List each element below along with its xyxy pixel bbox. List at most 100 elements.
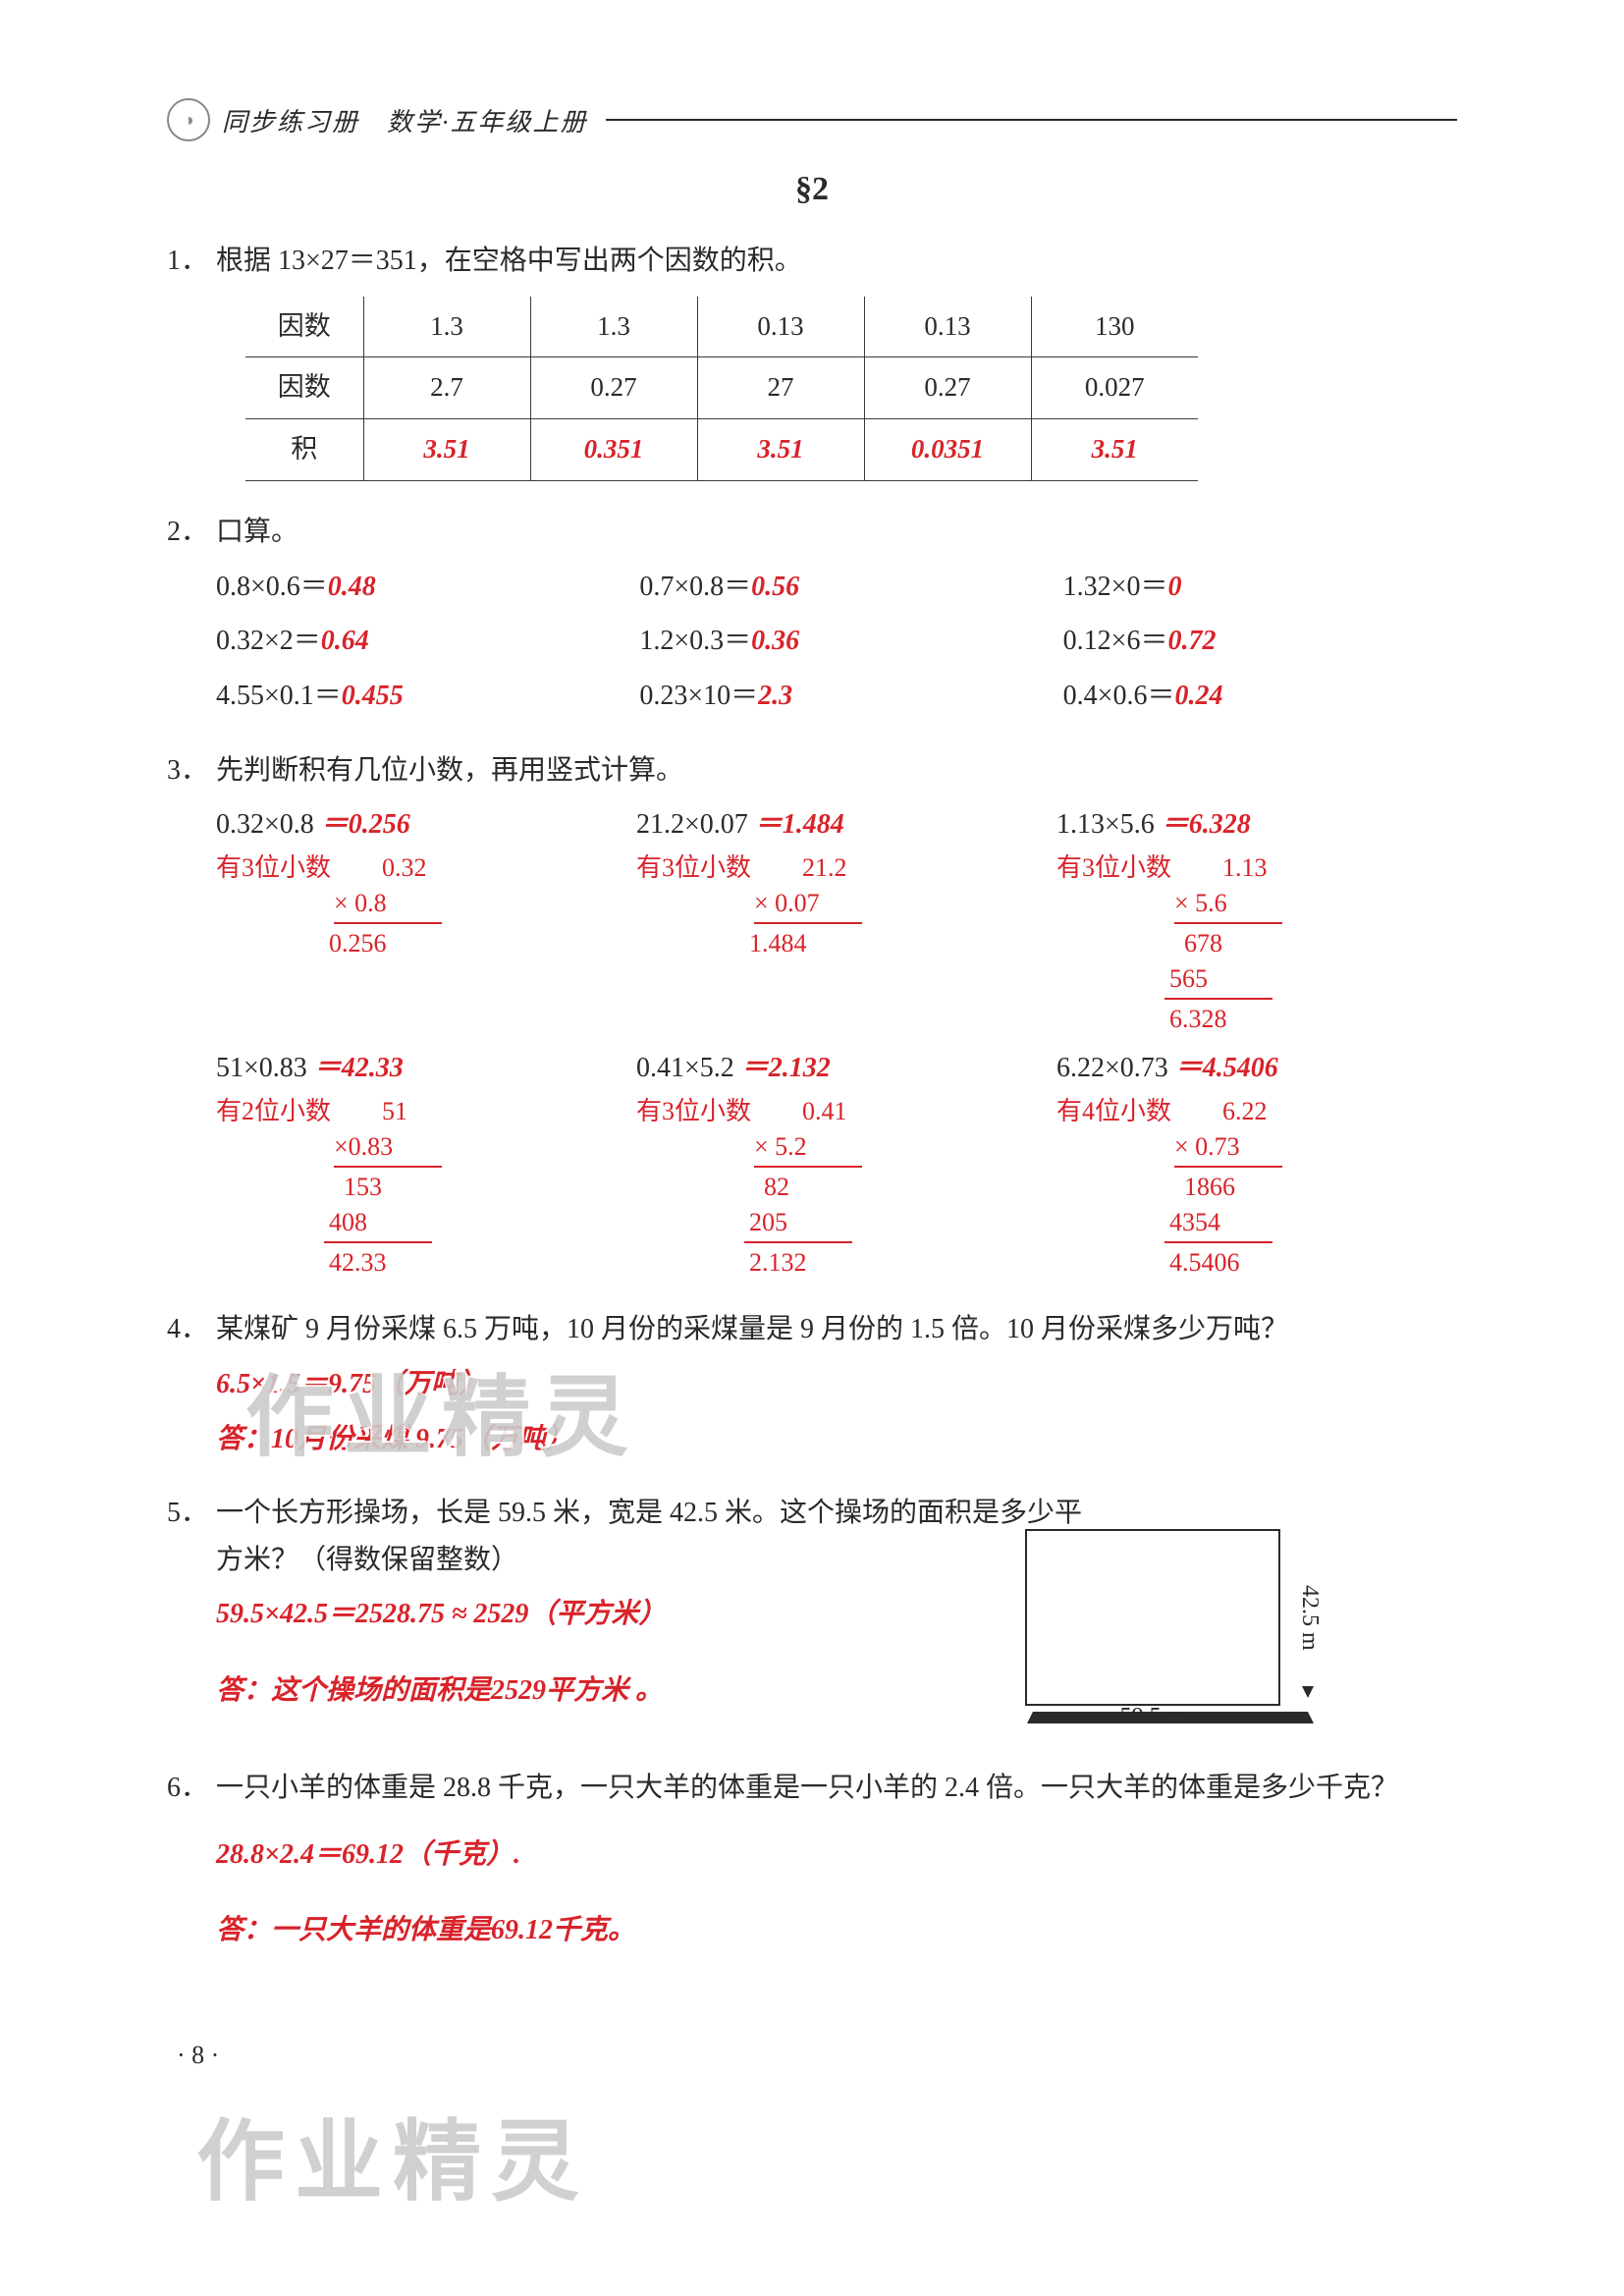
expression: 21.2×0.07 bbox=[636, 809, 748, 840]
vertical-calc-cell: 0.41×5.2 ＝2.132有3位小数 0.41× 5.2822052.132 bbox=[636, 1045, 1037, 1279]
decimal-places-note: 有3位小数 0.32 bbox=[216, 852, 617, 885]
answer-cell: 0.0351 bbox=[864, 419, 1031, 481]
calc-item: 0.23×10＝2.3 bbox=[639, 673, 1033, 720]
watermark-text: 作业精灵 bbox=[196, 2090, 589, 2217]
result-line: 4.5406 bbox=[1056, 1247, 1457, 1280]
answer-value: ＝0.256 bbox=[321, 809, 410, 840]
answer-value: 0.455 bbox=[342, 681, 404, 711]
expression: 0.32×0.8 bbox=[216, 809, 314, 840]
calc-rule bbox=[1174, 922, 1282, 924]
multiplicand-line: × 0.8 bbox=[216, 888, 617, 920]
multiplicand-line: ×0.83 bbox=[216, 1131, 617, 1164]
section-heading: §2 bbox=[167, 171, 1457, 208]
table-row: 因数 2.7 0.27 27 0.27 0.027 bbox=[245, 357, 1198, 419]
result-line: 0.256 bbox=[216, 928, 617, 960]
decimal-places-note: 有3位小数 1.13 bbox=[1056, 852, 1457, 885]
work-line: 6.5×1.5＝9.75（万吨） bbox=[216, 1361, 1457, 1408]
decimal-places-note: 有2位小数 51 bbox=[216, 1096, 617, 1128]
rect-width-label: 59.5 m bbox=[1027, 1697, 1278, 1737]
row-label: 因数 bbox=[245, 297, 363, 357]
row-label: 积 bbox=[245, 419, 363, 481]
problem-number: 4． bbox=[167, 1306, 216, 1353]
expression: 0.4×0.6＝ bbox=[1063, 681, 1175, 711]
row-label: 因数 bbox=[245, 357, 363, 419]
calc-rule bbox=[754, 1166, 862, 1168]
cell: 1.3 bbox=[530, 297, 697, 357]
vertical-calc-grid: 0.32×0.8 ＝0.256 有3位小数 0.32× 0.8 0.256 21.2×… bbox=[216, 801, 1457, 1279]
cell: 0.027 bbox=[1031, 357, 1198, 419]
result-line: 6.328 bbox=[1056, 1004, 1457, 1036]
calc-rule bbox=[1174, 1166, 1282, 1168]
calc-item: 1.32×0＝0 bbox=[1063, 564, 1457, 611]
vertical-calc-cell: 6.22×0.73 ＝4.5406有4位小数 6.22× 0.731866435… bbox=[1056, 1045, 1457, 1279]
problem-text: 某煤矿 9 月份采煤 6.5 万吨，10 月份的采煤量是 9 月份的 1.5 倍… bbox=[216, 1306, 1457, 1353]
problem-number: 3． bbox=[167, 747, 216, 794]
answer-value: ＝1.484 bbox=[755, 809, 844, 840]
answer-value: 0.72 bbox=[1167, 626, 1216, 656]
calc-item: 0.4×0.6＝0.24 bbox=[1063, 673, 1457, 720]
cell: 1.3 bbox=[363, 297, 530, 357]
page-header: ◑ 同步练习册 数学·五年级上册 bbox=[167, 98, 1457, 141]
partial-product: 565 bbox=[1056, 963, 1457, 996]
problem-text: 先判断积有几位小数，再用竖式计算。 bbox=[216, 747, 1457, 794]
result-line: 1.484 bbox=[636, 928, 1037, 960]
answer-value: 2.3 bbox=[758, 681, 792, 711]
problem-4: 4． 某煤矿 9 月份采煤 6.5 万吨，10 月份的采煤量是 9 月份的 1.… bbox=[167, 1306, 1457, 1462]
calc-item: 4.55×0.1＝0.455 bbox=[216, 673, 610, 720]
calc-item: 0.32×2＝0.64 bbox=[216, 618, 610, 665]
answer-value: 0.48 bbox=[328, 572, 376, 602]
vertical-calc-cell: 0.32×0.8 ＝0.256 有3位小数 0.32× 0.8 0.256 bbox=[216, 801, 617, 1035]
expression: 0.7×0.8＝ bbox=[639, 572, 751, 602]
expression: 1.2×0.3＝ bbox=[639, 626, 751, 656]
calc-rule bbox=[324, 1241, 432, 1243]
answer-line: 答：10月份采煤 9.75（万吨） bbox=[216, 1416, 1457, 1463]
expression: 0.8×0.6＝ bbox=[216, 572, 328, 602]
answer-value: ＝42.33 bbox=[314, 1053, 404, 1083]
problem-3: 3． 先判断积有几位小数，再用竖式计算。 0.32×0.8 ＝0.256 有3位小… bbox=[167, 747, 1457, 1280]
problem-text: 一个长方形操场，长是 59.5 米，宽是 42.5 米。这个操场的面积是多少平方… bbox=[216, 1490, 1100, 1583]
calc-item: 0.7×0.8＝0.56 bbox=[639, 564, 1033, 611]
answer-value: 0.36 bbox=[751, 626, 799, 656]
decimal-places-note: 有3位小数 21.2 bbox=[636, 852, 1037, 885]
mental-math-grid: 0.8×0.6＝0.48 0.7×0.8＝0.56 1.32×0＝0 0.32×… bbox=[216, 564, 1457, 720]
multiplicand-line: × 5.6 bbox=[1056, 888, 1457, 920]
problem-text: 根据 13×27＝351，在空格中写出两个因数的积。 bbox=[216, 238, 1457, 285]
answer-value: 0 bbox=[1167, 572, 1181, 602]
header-divider bbox=[606, 119, 1457, 121]
multiplicand-line: × 0.73 bbox=[1056, 1131, 1457, 1164]
problem-number: 5． bbox=[167, 1490, 216, 1537]
cell: 27 bbox=[697, 357, 864, 419]
partial-product: 82 bbox=[636, 1172, 1037, 1204]
answer-value: ＝2.132 bbox=[741, 1053, 831, 1083]
book-logo-icon: ◑ bbox=[167, 98, 210, 141]
expression: 0.12×6＝ bbox=[1063, 626, 1168, 656]
expression: 4.55×0.1＝ bbox=[216, 681, 342, 711]
problem-number: 2． bbox=[167, 509, 216, 556]
answer-cell: 3.51 bbox=[363, 419, 530, 481]
problem-6: 6． 一只小羊的体重是 28.8 千克，一只大羊的体重是一只小羊的 2.4 倍。… bbox=[167, 1765, 1457, 1954]
expression: 1.13×5.6 bbox=[1056, 809, 1155, 840]
book-title: 同步练习册 数学·五年级上册 bbox=[222, 102, 588, 138]
partial-product: 678 bbox=[1056, 928, 1457, 960]
answer-value: ＝6.328 bbox=[1162, 809, 1251, 840]
table-row: 因数 1.3 1.3 0.13 0.13 130 bbox=[245, 297, 1198, 357]
calc-item: 0.8×0.6＝0.48 bbox=[216, 564, 610, 611]
calc-item: 1.2×0.3＝0.36 bbox=[639, 618, 1033, 665]
calc-rule bbox=[334, 1166, 442, 1168]
calc-rule bbox=[1164, 998, 1272, 1000]
multiplicand-line: × 0.07 bbox=[636, 888, 1037, 920]
partial-product: 153 bbox=[216, 1172, 617, 1204]
work-line: 28.8×2.4＝69.12（千克）. bbox=[216, 1831, 1457, 1879]
cell: 0.27 bbox=[530, 357, 697, 419]
partial-product: 205 bbox=[636, 1207, 1037, 1239]
cell: 2.7 bbox=[363, 357, 530, 419]
expression: 0.32×2＝ bbox=[216, 626, 321, 656]
calc-rule bbox=[744, 1241, 852, 1243]
expression: 0.41×5.2 bbox=[636, 1053, 734, 1083]
problem-text: 一只小羊的体重是 28.8 千克，一只大羊的体重是一只小羊的 2.4 倍。一只大… bbox=[216, 1765, 1457, 1812]
cell: 0.13 bbox=[697, 297, 864, 357]
expression: 0.23×10＝ bbox=[639, 681, 758, 711]
partial-product: 4354 bbox=[1056, 1207, 1457, 1239]
result-line: 42.33 bbox=[216, 1247, 617, 1280]
problem-1: 1． 根据 13×27＝351，在空格中写出两个因数的积。 因数 1.3 1.3… bbox=[167, 238, 1457, 481]
